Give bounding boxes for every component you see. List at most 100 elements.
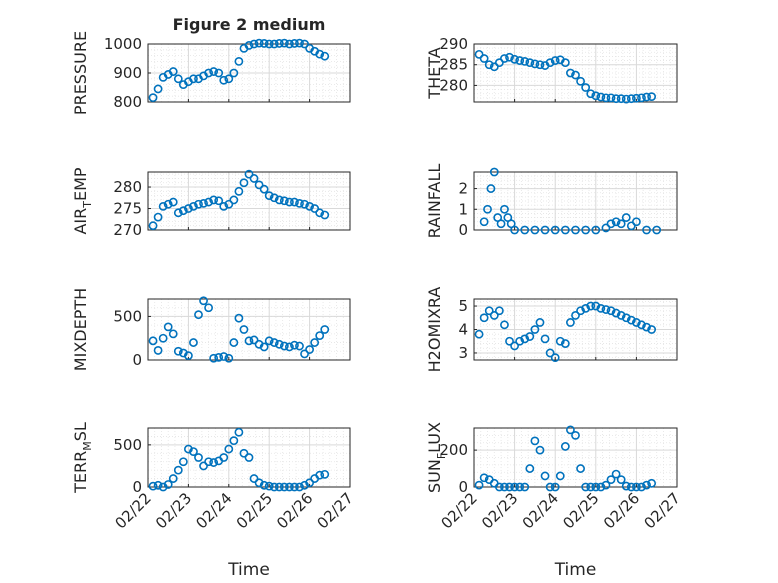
subplot-8: 0200SUNFLUX02/2202/2302/2402/2502/2602/2…: [425, 422, 684, 580]
data-point: [484, 60, 494, 70]
data-point: [520, 482, 530, 492]
data-point: [209, 67, 219, 76]
data-point: [515, 336, 525, 346]
data-point: [571, 70, 580, 80]
data-point: [520, 225, 530, 235]
data-point: [611, 308, 621, 318]
axes-box: [147, 171, 351, 231]
data-point: [581, 482, 591, 492]
x-tick-label: 02/25: [559, 489, 602, 532]
data-point: [194, 310, 203, 320]
data-point: [601, 480, 611, 490]
y-axis-label: H2OMIXRA: [425, 287, 444, 373]
data-point: [274, 39, 284, 48]
data-point: [284, 39, 294, 49]
data-point: [148, 93, 158, 103]
data-point: [632, 93, 641, 103]
data-point: [560, 339, 570, 348]
data-point: [234, 427, 244, 437]
data-point: [596, 482, 606, 492]
x-tick-label: 02/23: [152, 489, 195, 532]
x-tick-label: 02/24: [519, 489, 562, 532]
data-point: [300, 199, 309, 209]
y-axis-label: AIRTEMP: [71, 167, 94, 234]
y-tick-label: 800: [113, 93, 142, 111]
data-point: [540, 334, 550, 344]
y-tick-label: 200: [439, 441, 468, 459]
data-point: [581, 83, 591, 92]
data-point: [505, 336, 514, 346]
data-point: [153, 84, 163, 94]
data-point: [479, 217, 489, 227]
data-point: [229, 68, 239, 78]
subplot-3: 270 275 280 AIRTEMP: [71, 167, 351, 239]
data-point: [163, 480, 173, 489]
data-point: [259, 342, 269, 352]
data-point: [234, 313, 244, 323]
data-point: [647, 478, 657, 488]
data-point: [269, 39, 279, 49]
data-point: [209, 195, 219, 205]
data-point: [586, 89, 596, 99]
y-tick-label: 0: [458, 478, 468, 496]
data-point: [315, 470, 325, 480]
data-point: [315, 49, 325, 59]
x-tick-label: 02/23: [478, 489, 521, 532]
data-point: [500, 204, 509, 214]
data-point: [530, 325, 540, 334]
data-point: [520, 334, 530, 344]
data-point: [234, 186, 244, 196]
data-point: [163, 322, 173, 332]
data-point: [642, 480, 651, 490]
y-tick-label: 270: [113, 221, 142, 239]
data-point: [254, 38, 264, 48]
data-point: [555, 336, 565, 346]
data-point: [637, 320, 646, 330]
data-point: [500, 482, 509, 492]
data-point: [204, 457, 213, 467]
data-point: [173, 208, 183, 218]
data-point: [219, 201, 229, 211]
data-point: [611, 94, 621, 104]
data-point: [545, 58, 555, 68]
data-point: [189, 338, 198, 347]
data-point: [310, 338, 320, 347]
data-point: [535, 445, 545, 455]
data-point: [535, 60, 545, 70]
data-point: [320, 210, 330, 220]
data-point: [173, 465, 183, 475]
data-point: [515, 56, 525, 65]
data-point: [204, 303, 213, 313]
y-tick-label: 500: [113, 436, 142, 454]
data-point: [520, 57, 530, 66]
data-point: [189, 447, 198, 456]
x-tick-label: 02/26: [600, 489, 643, 532]
data-point: [310, 204, 320, 213]
data-point: [545, 482, 555, 492]
data-point: [249, 474, 259, 483]
data-point: [214, 68, 224, 78]
data-point: [274, 195, 284, 205]
data-point: [560, 442, 570, 451]
subplot-6: 3 4 5 H2OMIXRA: [425, 287, 678, 373]
data-point: [616, 311, 626, 320]
x-axis-label: Time: [227, 560, 270, 580]
data-point: [320, 325, 330, 334]
data-point: [525, 464, 535, 473]
data-point: [489, 167, 499, 177]
data-point: [510, 482, 519, 492]
data-point: [652, 225, 662, 235]
data-point: [290, 340, 299, 350]
data-point: [153, 480, 163, 490]
data-point: [209, 353, 219, 363]
data-point: [540, 471, 550, 481]
data-point: [479, 54, 489, 63]
data-point: [626, 315, 636, 325]
data-point: [264, 481, 274, 491]
data-point: [173, 346, 183, 356]
data-point: [153, 346, 163, 355]
data-point: [148, 481, 158, 491]
data-point: [264, 191, 274, 201]
data-point: [601, 93, 611, 103]
